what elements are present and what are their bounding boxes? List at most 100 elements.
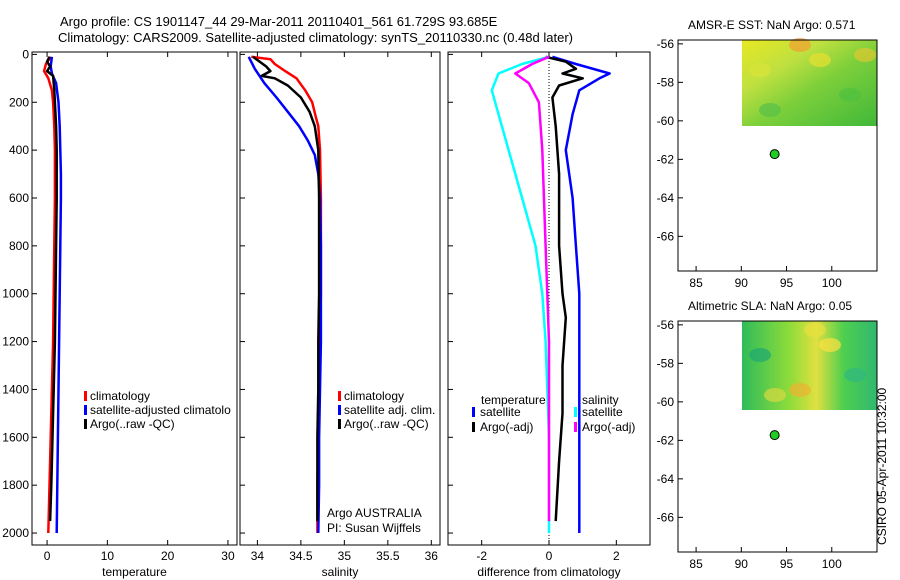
difference-series-salinity-satellite [490, 55, 551, 533]
salinity-xtick-label: 35 [338, 549, 352, 563]
salinity-xtick-label: 36 [425, 549, 439, 563]
amsr_map-field-feature [749, 63, 771, 77]
difference-series-temperature-argo-adj- [545, 55, 584, 522]
sla_map-ytick-label: -64 [657, 472, 675, 486]
sla_map-ytick-label: -62 [657, 433, 675, 447]
difference-xtick-label: 2 [613, 549, 620, 563]
salinity-series-argo [252, 55, 321, 522]
amsr_map-xtick-label: 85 [689, 276, 703, 290]
temperature-ytick-label: 1600 [2, 430, 29, 444]
amsr_map-field-feature [809, 53, 831, 67]
amsr_map-field-feature [854, 48, 876, 62]
sla_map-axes-frame [677, 320, 878, 553]
figure-title-line2: Climatology: CARS2009. Satellite-adjuste… [58, 30, 573, 45]
amsr_map-ytick-label: -58 [657, 75, 675, 89]
amsr-sst-map-panel: AMSR-E SST: NaN Argo: 0.571 85 90 95 100 -56 -… [657, 18, 878, 290]
sla_map-ytick-label: -56 [657, 318, 675, 332]
difference-legend-swatch [574, 422, 577, 432]
temperature-ytick-label: 0 [22, 47, 29, 61]
temperature-ytick-label: 600 [9, 191, 29, 205]
sla_map-field-feature [819, 338, 841, 352]
temperature-series-argo [45, 56, 58, 522]
temperature-ytick-label: 400 [9, 143, 29, 157]
amsr_map-ytick-label: -56 [657, 37, 675, 51]
temperature-ytick-label: 1000 [2, 287, 29, 301]
temperature-xtick-label: 20 [161, 549, 175, 563]
temperature-ytick-label: 1800 [2, 478, 29, 492]
temperature-xtick-label: 30 [221, 549, 235, 563]
amsr_map-xtick-label: 90 [735, 276, 749, 290]
temperature-xlabel: temperature [102, 565, 167, 579]
salinity-legend-label: climatology [344, 389, 404, 403]
temperature-legend-label: climatology [90, 389, 150, 403]
temperature-ytick-label: 200 [9, 95, 29, 109]
difference-panel: -2 0 2 difference from climatology temperatu… [447, 51, 651, 579]
temperature-legend-swatch [84, 419, 87, 429]
salinity-series-climatology [251, 55, 323, 533]
temperature-axes-frame [31, 51, 238, 546]
temperature-legend-label: Argo(..raw -QC) [90, 417, 175, 431]
temperature-legend-swatch [84, 405, 87, 415]
sla_map-ytick-label: -66 [657, 510, 675, 524]
difference-xlabel: difference from climatology [477, 565, 620, 579]
temperature-xtick-label: 0 [44, 549, 51, 563]
sla_map-float-position-marker [769, 430, 780, 441]
temperature-ytick-label: 1200 [2, 335, 29, 349]
sla_map-field-feature [764, 388, 786, 402]
salinity-legend-swatch [338, 391, 341, 401]
difference-legend-swatch [472, 407, 475, 417]
sla_map-field-feature [804, 323, 826, 337]
difference-legend-label: satellite [480, 405, 521, 419]
temperature-panel: 0 10 20 30 temperature 0 200 400 600 800 1000 1200 1… [2, 47, 238, 579]
sla_map-title: Altimetric SLA: NaN Argo: 0.05 [688, 299, 852, 313]
difference-series-salinity-argo-adj- [514, 55, 551, 522]
sla_map-ytick-label: -60 [657, 395, 675, 409]
amsr_map-title: AMSR-E SST: NaN Argo: 0.571 [688, 18, 856, 32]
amsr_map-float-position-marker [769, 149, 780, 160]
amsr_map-ytick-label: -66 [657, 229, 675, 243]
legend-head-salinity: salinity [582, 393, 619, 407]
difference-xtick-label: 0 [546, 549, 553, 563]
sla_map-xtick-label: 85 [689, 557, 703, 571]
credit-label: CSIRO 05-Apr-2011 10:32:00 [875, 387, 889, 545]
difference-legend-swatch [574, 407, 577, 417]
figure-title-line1: Argo profile: CS 1901147_44 29-Mar-2011 … [60, 14, 498, 29]
salinity-xlabel: salinity [322, 565, 359, 579]
sla_map-ytick-label: -58 [657, 356, 675, 370]
difference-xtick-label: -2 [476, 549, 487, 563]
salinity-series-satellite [247, 56, 323, 534]
salinity-legend-swatch [338, 419, 341, 429]
amsr_map-field-feature [759, 103, 781, 117]
amsr_map-ytick-label: -62 [657, 152, 675, 166]
sla_map-field-feature [789, 383, 811, 397]
pi-annotation: PI: Susan Wijffels [327, 521, 421, 535]
temperature-legend-label: satellite-adjusted climatolo [90, 403, 231, 417]
amsr_map-xtick-label: 95 [780, 276, 794, 290]
temperature-ytick-label: 1400 [2, 382, 29, 396]
sla_map-xtick-label: 95 [780, 557, 794, 571]
sla_map-xtick-label: 90 [735, 557, 749, 571]
difference-legend-label: Argo(-adj) [480, 420, 533, 434]
amsr_map-ytick-label: -64 [657, 191, 675, 205]
temperature-ytick-label: 2000 [2, 526, 29, 540]
temperature-xtick-label: 10 [101, 549, 115, 563]
altimetric-sla-map-panel: Altimetric SLA: NaN Argo: 0.05 85 90 95 100 -… [657, 299, 878, 571]
amsr_map-field-feature [789, 38, 811, 52]
salinity-xtick-label: 35.5 [376, 549, 400, 563]
salinity-axes-frame [239, 51, 441, 546]
salinity-xtick-label: 34.5 [289, 549, 313, 563]
salinity-xtick-label: 34 [251, 549, 265, 563]
amsr_map-ytick-label: -60 [657, 114, 675, 128]
sla_map-field-feature [749, 348, 771, 362]
salinity-legend-label: Argo(..raw -QC) [344, 417, 429, 431]
difference-legend-swatch [472, 422, 475, 432]
difference-legend-label: Argo(-adj) [582, 420, 635, 434]
amsr_map-xtick-label: 100 [822, 276, 842, 290]
amsr_map-field-feature [839, 88, 861, 102]
difference-series-temperature-satellite [552, 55, 611, 533]
sla_map-field-feature [844, 368, 866, 382]
temperature-ytick-label: 800 [9, 239, 29, 253]
agency-annotation: Argo AUSTRALIA [327, 506, 422, 520]
sla_map-xtick-label: 100 [822, 557, 842, 571]
